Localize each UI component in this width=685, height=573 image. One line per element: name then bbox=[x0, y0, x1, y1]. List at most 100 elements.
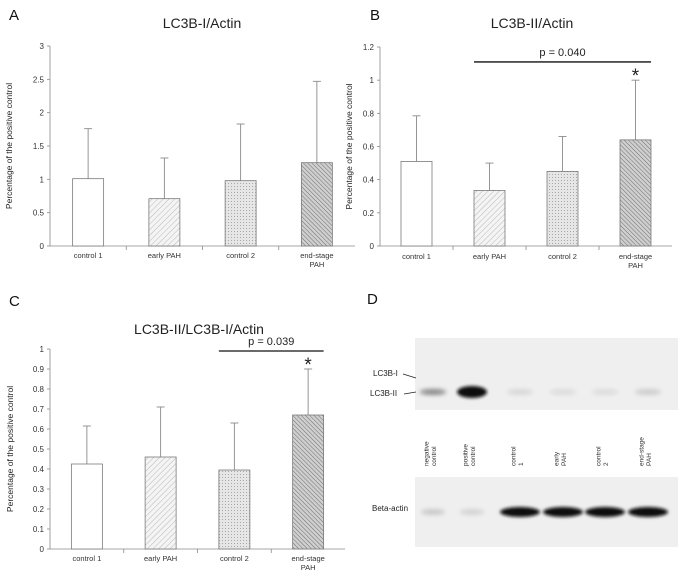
lc3-bands bbox=[420, 386, 661, 398]
x-category-label: control 2 bbox=[220, 554, 249, 563]
p-value-label: p = 0.039 bbox=[248, 336, 294, 348]
y-axis-label: Percentage of the positive control bbox=[5, 386, 15, 512]
y-axis-label: Percentage of the positive control bbox=[4, 83, 14, 209]
panel-letter-d: D bbox=[367, 291, 378, 308]
bar-control-2 bbox=[224, 180, 257, 247]
y-tick-label: 0.4 bbox=[363, 176, 375, 185]
chart-title: LC3B-II/LC3B-I/Actin bbox=[134, 321, 264, 337]
chart-lc3b-ii-lc3b-i-actin: LC3B-II/LC3B-I/Actin Percentage of the po… bbox=[5, 321, 345, 572]
lc3b-ii-pointer bbox=[403, 391, 417, 395]
x-category-label: PAH bbox=[301, 563, 316, 572]
lane-label: control 1 bbox=[510, 446, 525, 466]
x-category-label: control 1 bbox=[402, 252, 431, 261]
y-tick-label: 0.1 bbox=[33, 525, 45, 534]
actin-band bbox=[421, 509, 445, 515]
x-category-label: early PAH bbox=[144, 554, 177, 563]
actin-band bbox=[543, 507, 583, 517]
lc3-band bbox=[507, 389, 533, 395]
lane-label-line: end-stage bbox=[638, 437, 645, 466]
y-tick-label: 1 bbox=[370, 76, 375, 85]
chart-lc3b-i-actin: LC3B-I/Actin Percentage of the positive c… bbox=[4, 15, 355, 269]
actin-band bbox=[585, 507, 625, 517]
lane-label: early PAH bbox=[553, 451, 568, 466]
x-category-label: control 2 bbox=[226, 251, 255, 260]
y-tick-label: 0.2 bbox=[33, 505, 45, 514]
lane-label: negative control bbox=[423, 441, 438, 466]
lane-label-line: control bbox=[595, 446, 602, 466]
lc3-band bbox=[420, 389, 446, 395]
beta-actin-label: Beta-actin bbox=[372, 504, 408, 513]
y-tick-label: 0.6 bbox=[363, 143, 375, 152]
lc3-band bbox=[635, 389, 661, 395]
y-tick-label: 0.5 bbox=[33, 445, 45, 454]
lane-label-line: control bbox=[510, 446, 517, 466]
bar-early-pah bbox=[144, 456, 177, 550]
lane-label-line: PAH bbox=[561, 453, 568, 466]
y-tick-label: 0 bbox=[370, 242, 375, 251]
chart-title: LC3B-I/Actin bbox=[163, 15, 242, 31]
bar-end-stage-pah bbox=[619, 139, 652, 247]
y-tick-label: 3 bbox=[40, 42, 45, 51]
y-axis-label: Percentage of the positive control bbox=[344, 83, 354, 209]
lane-label-line: positive bbox=[462, 444, 469, 466]
actin-band bbox=[460, 509, 484, 515]
y-tick-label: 1.2 bbox=[363, 43, 375, 52]
lane-label-line: PAH bbox=[646, 453, 653, 466]
panel-letter-a: A bbox=[9, 7, 19, 24]
y-tick-label: 0.6 bbox=[33, 425, 45, 434]
y-tick-label: 1 bbox=[40, 345, 45, 354]
lc3b-i-label: LC3B-I bbox=[373, 369, 398, 378]
y-tick-label: 0.3 bbox=[33, 485, 45, 494]
bar-control-2 bbox=[546, 170, 579, 247]
lane-label-line: early bbox=[553, 451, 560, 466]
bar-early-pah bbox=[473, 190, 506, 247]
actin-band bbox=[500, 507, 540, 517]
x-category-label: PAH bbox=[628, 261, 643, 270]
y-tick-label: 0.5 bbox=[33, 209, 45, 218]
lane-label-line: control bbox=[470, 446, 477, 466]
y-tick-label: 0 bbox=[40, 545, 45, 554]
lc3-band bbox=[457, 386, 487, 398]
p-value-label: p = 0.040 bbox=[539, 47, 585, 59]
x-category-label: PAH bbox=[309, 260, 324, 269]
bar-early-pah bbox=[148, 198, 181, 247]
lane-label-line: 2 bbox=[603, 462, 610, 466]
lc3-band bbox=[550, 389, 576, 395]
significance-star: * bbox=[632, 66, 640, 87]
panel-letter-c: C bbox=[9, 293, 20, 310]
x-category-label: early PAH bbox=[148, 251, 181, 260]
bar-control-1 bbox=[400, 161, 433, 247]
x-category-label: end-stage bbox=[291, 554, 324, 563]
x-category-label: end-stage bbox=[300, 251, 333, 260]
x-category-label: early PAH bbox=[473, 252, 506, 261]
y-tick-label: 0 bbox=[40, 242, 45, 251]
lc3b-ii-label: LC3B-II bbox=[370, 389, 397, 398]
bar-end-stage-pah bbox=[292, 414, 325, 550]
y-tick-label: 0.8 bbox=[33, 385, 45, 394]
y-tick-label: 0.9 bbox=[33, 365, 45, 374]
lc3-membrane bbox=[415, 338, 678, 410]
lane-label-line: 1 bbox=[518, 462, 525, 466]
x-category-label: control 1 bbox=[74, 251, 103, 260]
bar-end-stage-pah bbox=[300, 162, 333, 247]
y-tick-label: 0.4 bbox=[33, 465, 45, 474]
y-tick-label: 0.2 bbox=[363, 209, 375, 218]
lane-label-line: negative bbox=[423, 441, 430, 466]
lane-label-line: control bbox=[431, 446, 438, 466]
actin-band bbox=[628, 507, 668, 517]
x-category-label: control 1 bbox=[72, 554, 101, 563]
lc3-band bbox=[592, 389, 618, 395]
western-blot: LC3B-I LC3B-II negative control positive co… bbox=[370, 338, 678, 547]
chart-title: LC3B-II/Actin bbox=[491, 15, 573, 31]
lane-label: positive control bbox=[462, 444, 477, 466]
lc3b-i-pointer bbox=[402, 373, 417, 379]
significance-star: * bbox=[304, 355, 312, 376]
y-tick-label: 2 bbox=[40, 109, 45, 118]
y-tick-label: 2.5 bbox=[33, 75, 45, 84]
chart-lc3b-ii-actin: LC3B-II/Actin Percentage of the positive … bbox=[344, 15, 672, 270]
lane-label: control 2 bbox=[595, 446, 610, 466]
lane-label: end-stage PAH bbox=[638, 437, 653, 466]
y-tick-label: 1 bbox=[40, 175, 45, 184]
y-tick-label: 0.7 bbox=[33, 405, 45, 414]
